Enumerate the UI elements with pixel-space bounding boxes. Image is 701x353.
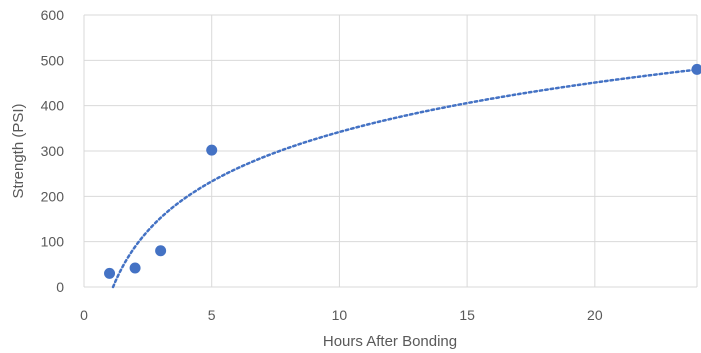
- trendline: [111, 68, 699, 289]
- y-tick-label: 300: [41, 143, 65, 159]
- data-point: [104, 267, 116, 279]
- x-axis-title: Hours After Bonding: [323, 333, 457, 350]
- y-axis-title: Strength (PSI): [10, 103, 27, 198]
- y-tick-label: 600: [41, 7, 65, 23]
- data-points: [104, 63, 701, 279]
- data-point: [206, 144, 218, 156]
- data-point: [155, 245, 167, 257]
- data-point: [691, 63, 701, 75]
- gridlines: [83, 14, 697, 288]
- data-point: [129, 262, 141, 274]
- y-tick-label: 200: [41, 188, 65, 204]
- x-tick-label: 10: [332, 307, 348, 323]
- y-tick-label: 0: [56, 279, 64, 295]
- y-tick-label: 500: [41, 52, 65, 68]
- y-tick-label: 100: [41, 234, 65, 250]
- y-tick-label: 400: [41, 98, 65, 114]
- x-tick-label: 20: [587, 307, 603, 323]
- x-tick-label: 0: [80, 307, 88, 323]
- x-tick-label: 5: [208, 307, 216, 323]
- x-axis-ticks: 0 5 10 15 20: [80, 307, 603, 323]
- x-tick-label: 15: [459, 307, 475, 323]
- y-axis-ticks: 0 100 200 300 400 500 600: [41, 7, 65, 295]
